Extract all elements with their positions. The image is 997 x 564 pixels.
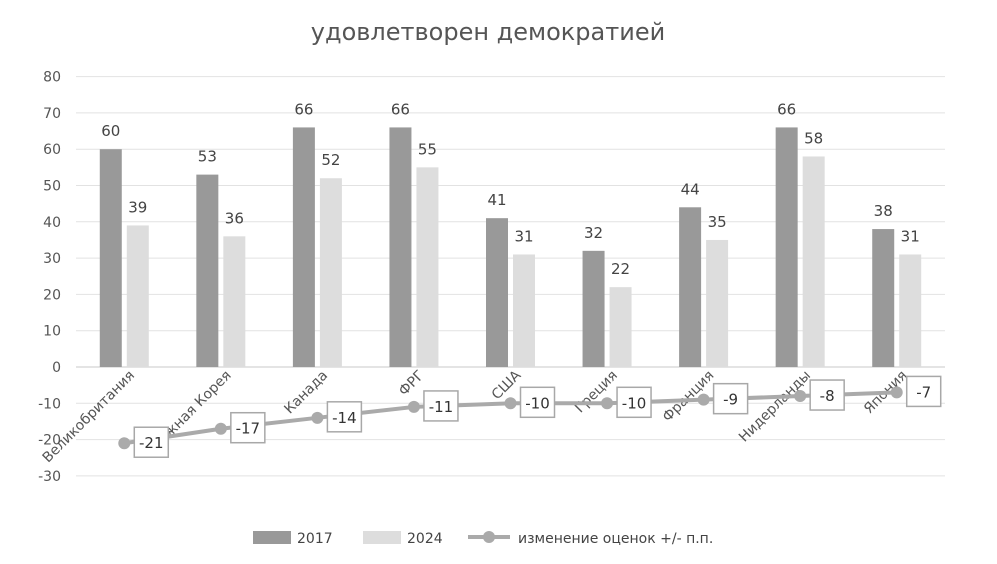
data-label-2017: 44 xyxy=(681,180,700,198)
data-label-2017: 32 xyxy=(584,224,603,242)
category-labels: Великобритания Южная Корея Канада ФРГ США Гре… xyxy=(40,367,911,466)
y-tick-label: 50 xyxy=(43,179,61,195)
y-tick-label: 0 xyxy=(52,360,61,376)
category-label: Великобритания xyxy=(40,368,139,467)
change-point xyxy=(311,411,324,424)
change-label-box xyxy=(712,382,749,415)
data-label-2017: 60 xyxy=(101,122,120,140)
bar-2024 xyxy=(416,167,439,367)
y-tick-label: -30 xyxy=(38,469,61,485)
category-label: ФРГ xyxy=(396,368,428,400)
y-tick-label: 60 xyxy=(43,142,61,158)
bar-2017 xyxy=(679,207,702,367)
change-label-box xyxy=(326,401,363,433)
bar-2024 xyxy=(513,254,535,367)
change-point xyxy=(794,390,807,403)
bar-2017 xyxy=(775,127,798,367)
chart-title: удовлетворен демократией xyxy=(311,18,665,46)
bars xyxy=(99,127,922,367)
change-data-label: -9 xyxy=(723,391,738,409)
bar-2017 xyxy=(582,250,605,367)
data-label-2024: 52 xyxy=(321,151,340,169)
change-point xyxy=(697,393,710,406)
y-tick-label: 40 xyxy=(43,215,61,231)
data-label-2017: 53 xyxy=(198,148,217,166)
category-label: Греция xyxy=(572,368,621,417)
y-tick-label: -20 xyxy=(38,433,61,449)
bar-2017 xyxy=(486,218,508,367)
legend-label-2017: 2017 xyxy=(297,531,333,547)
y-tick-label: 30 xyxy=(43,251,61,267)
change-data-label: -10 xyxy=(525,394,550,412)
y-tick-label: 80 xyxy=(43,70,61,86)
bar-2024 xyxy=(609,287,632,367)
bar-2024 xyxy=(126,225,149,367)
category-label: США xyxy=(489,367,525,403)
bar-2017 xyxy=(389,127,412,367)
legend-label-2024: 2024 xyxy=(407,531,443,547)
bar-2024 xyxy=(899,254,922,367)
data-label-2024: 55 xyxy=(418,140,437,158)
data-label-2024: 31 xyxy=(901,227,920,245)
legend-line-marker xyxy=(483,531,495,543)
bar-2024 xyxy=(706,239,729,367)
change-label-box xyxy=(423,390,459,422)
change-data-label: -21 xyxy=(139,434,164,452)
data-label-2017: 66 xyxy=(391,100,410,118)
change-point xyxy=(504,397,517,410)
legend-swatch-2024 xyxy=(363,531,401,544)
data-label-2017: 41 xyxy=(487,191,506,209)
bar-2017 xyxy=(292,127,315,367)
change-label-box xyxy=(133,426,170,458)
data-label-2024: 22 xyxy=(611,260,630,278)
legend-swatch-2017 xyxy=(253,531,291,544)
change-point xyxy=(407,400,420,413)
change-label-box xyxy=(905,375,942,408)
change-data-label: -8 xyxy=(820,387,835,405)
data-label-2024: 35 xyxy=(708,213,727,231)
change-point xyxy=(214,422,227,435)
bar-2017 xyxy=(196,174,219,367)
data-label-2024: 39 xyxy=(128,198,147,216)
y-axis-ticks: 80 70 60 50 40 30 20 10 0 -10 -20 -30 xyxy=(38,70,61,485)
data-label-2024: 36 xyxy=(225,209,244,227)
bar-2024 xyxy=(223,236,246,367)
change-label-box xyxy=(519,386,556,419)
change-data-label: -17 xyxy=(236,420,261,438)
y-tick-label: 10 xyxy=(43,324,61,340)
gridlines xyxy=(76,76,945,477)
data-label-2017: 66 xyxy=(294,100,313,118)
change-data-label: -11 xyxy=(429,398,454,416)
change-line: -21 -17 -14 -11 -10 -10 -9 -8 -7 xyxy=(118,375,942,458)
change-point xyxy=(890,386,903,399)
change-label-box xyxy=(230,411,266,444)
data-label-2017: 38 xyxy=(874,202,893,220)
category-label: Канада xyxy=(281,368,331,418)
bar-2017 xyxy=(99,149,122,367)
bar-2024 xyxy=(802,156,825,367)
change-label-box xyxy=(616,386,652,419)
change-data-label: -14 xyxy=(332,409,357,427)
bar-data-labels: 60 39 53 36 66 52 66 55 41 31 32 22 44 35 66 58 38 31 xyxy=(101,100,920,278)
legend: 2017 2024 изменение оценок +/- п.п. xyxy=(253,531,713,547)
legend-label-change: изменение оценок +/- п.п. xyxy=(518,531,713,547)
category-label: Франция xyxy=(660,368,718,426)
data-label-2024: 31 xyxy=(514,227,533,245)
bar-2017 xyxy=(872,229,895,367)
y-tick-label: 20 xyxy=(43,287,61,303)
bar-2024 xyxy=(319,178,342,367)
data-label-2024: 58 xyxy=(804,129,823,147)
change-data-label: -10 xyxy=(622,394,647,412)
y-tick-label: 70 xyxy=(43,106,61,122)
data-label-2017: 66 xyxy=(777,100,796,118)
change-data-label: -7 xyxy=(916,383,931,401)
change-point xyxy=(118,437,131,450)
change-point xyxy=(601,397,614,410)
y-tick-label: -10 xyxy=(38,396,61,412)
change-label-box xyxy=(809,379,845,411)
